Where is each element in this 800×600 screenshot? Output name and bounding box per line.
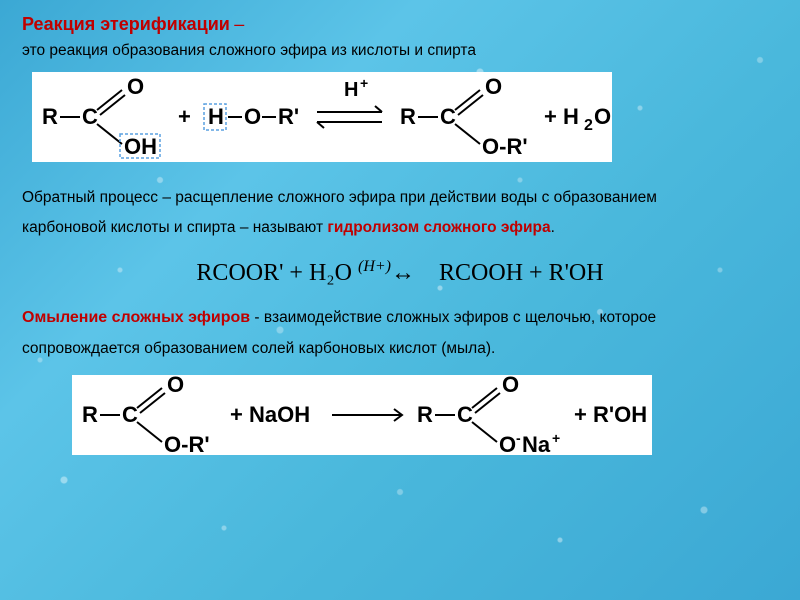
definition-text: это реакция образования сложного эфира и… <box>22 39 778 62</box>
saponification-term: Омыление сложных эфиров <box>22 309 250 326</box>
eq3-R2: R <box>417 402 433 427</box>
eq3-Naplus: + <box>552 430 560 446</box>
eq2-lhs: RCOOR' + H₂O <box>196 260 352 286</box>
slide-content: Реакция этерификации – это реакция образ… <box>0 0 800 600</box>
eq1-dbO2: O <box>485 74 502 99</box>
eq1-O: O <box>244 104 261 129</box>
equation-1-esterification: R C O OH + H O R' <box>32 72 612 162</box>
eq3-Ominus: - <box>516 430 521 446</box>
eq1-C2: C <box>440 104 456 129</box>
title-line: Реакция этерификации – <box>22 14 778 35</box>
eq1-H: H <box>208 104 224 129</box>
title-dash: – <box>234 14 244 34</box>
reverse-process-text: Обратный процесс – расщепление сложного … <box>22 183 778 242</box>
eq3-dbO2: O <box>502 375 519 397</box>
eq1-catalyst-plus: + <box>360 75 368 91</box>
eq3-R: R <box>82 402 98 427</box>
eq2-catalyst: (H+) <box>358 258 391 275</box>
eq1-R: R <box>42 104 58 129</box>
eq1-dbO: O <box>127 74 144 99</box>
eq1-plus2: + H <box>544 104 579 129</box>
eq1-OH: OH <box>124 134 157 159</box>
eq1-h2o-sub: 2 <box>584 117 593 134</box>
eq3-plus1: + NaOH <box>230 402 310 427</box>
eq3-C2: C <box>457 402 473 427</box>
eq3-C: C <box>122 402 138 427</box>
eq3-Na: Na <box>522 432 551 455</box>
eq3-ONa: O <box>499 432 516 455</box>
eq1-ORprime: O-R' <box>482 134 528 159</box>
reverse-period: . <box>551 219 555 236</box>
saponification-text: Омыление сложных эфиров - взаимодействие… <box>22 303 778 363</box>
title: Реакция этерификации <box>22 14 230 34</box>
eq3-dbO: O <box>167 375 184 397</box>
eq3-ORprime: O-R' <box>164 432 210 455</box>
eq1-Rprime: R' <box>278 104 299 129</box>
eq1-R2: R <box>400 104 416 129</box>
eq1-catalyst: H <box>344 79 358 101</box>
equation-2-hydrolysis: RCOOR' + H₂O (H+)↔ RCOOH + R'OH <box>22 258 778 287</box>
equation-3-saponification: R C O O-R' + NaOH R C O <box>72 375 652 455</box>
eq1-h2o-o: O <box>594 104 611 129</box>
eq2-arrow: ↔ <box>391 260 415 286</box>
reverse-part2: карбоновой кислоты и спирта – называют <box>22 219 327 236</box>
hydrolysis-term: гидролизом сложного эфира <box>327 219 550 236</box>
eq3-plus2: + R'OH <box>574 402 647 427</box>
eq1-C: C <box>82 104 98 129</box>
eq2-rhs: RCOOH + R'OH <box>439 260 604 286</box>
eq1-plus1: + <box>178 104 191 129</box>
reverse-part1: Обратный процесс – расщепление сложного … <box>22 189 657 206</box>
